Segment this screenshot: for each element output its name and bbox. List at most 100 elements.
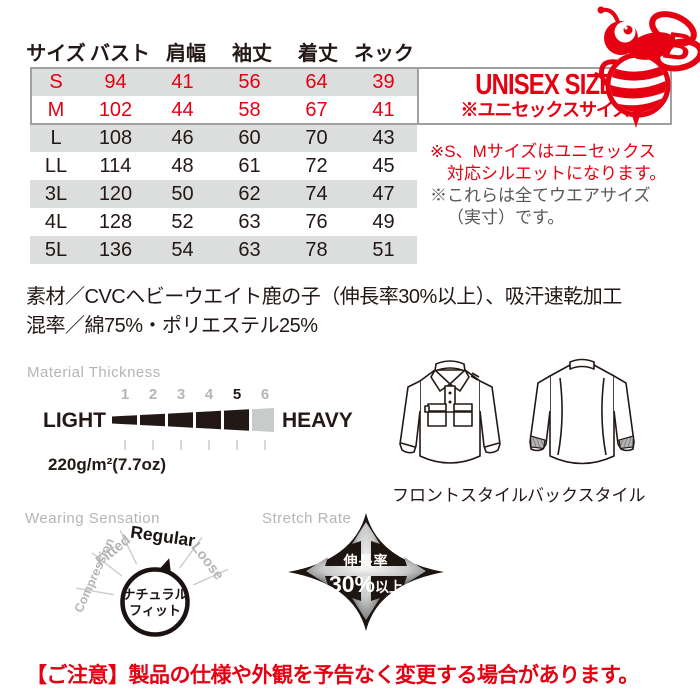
cell: S bbox=[49, 71, 63, 93]
stretch-arrows bbox=[306, 522, 426, 620]
gauge-level-3: 3 bbox=[177, 386, 185, 403]
cell: L bbox=[50, 127, 62, 149]
cell: 64 bbox=[305, 71, 328, 93]
cell: 67 bbox=[305, 99, 328, 121]
back-style-illustration bbox=[529, 358, 635, 465]
cell: 61 bbox=[238, 155, 261, 177]
stretch-rate-badge: 伸長率 30%以上 bbox=[288, 513, 444, 631]
cell: 108 bbox=[98, 127, 133, 149]
col-header-sleeve: 袖丈 bbox=[232, 43, 272, 65]
cell: 102 bbox=[98, 99, 133, 121]
front-style-label: フロントスタイル bbox=[392, 486, 528, 505]
cell: 52 bbox=[171, 211, 194, 233]
front-style-illustration bbox=[399, 360, 501, 464]
material-line1: 素材／CVCヘビーウエイト鹿の子（伸長率30%以上）、吸汗速乾加工 bbox=[26, 286, 622, 308]
gauge-level-4: 4 bbox=[205, 386, 214, 403]
note-unisex-line2: 対応シルエットになります。 bbox=[447, 164, 667, 183]
cell: 50 bbox=[171, 183, 194, 205]
col-header-bust: バスト bbox=[90, 43, 150, 65]
stretch-unit: 以上 bbox=[375, 579, 403, 595]
col-header-length: 着丈 bbox=[298, 43, 338, 65]
material-line2: 混率／綿75%・ポリエステル25% bbox=[26, 315, 318, 337]
cell: 78 bbox=[305, 239, 328, 261]
cell: 60 bbox=[238, 127, 261, 149]
gauge-ticks bbox=[124, 440, 266, 450]
cell: 51 bbox=[372, 239, 395, 261]
cell: 43 bbox=[372, 127, 395, 149]
cell: M bbox=[47, 99, 65, 121]
note-wearsize-line1: ※これらは全てウエアサイズ bbox=[430, 186, 651, 205]
table-row-s: S 94 41 56 64 39 bbox=[30, 68, 417, 96]
cell: 114 bbox=[99, 155, 132, 177]
fabric-weight-value: 220g/m²(7.7oz) bbox=[48, 455, 166, 474]
back-style-label: バックスタイル bbox=[527, 486, 646, 505]
note-wearsize-line2: （実寸）です。 bbox=[447, 208, 565, 227]
cell: 39 bbox=[372, 71, 395, 93]
dial-label-fitted: Fitted bbox=[93, 532, 134, 569]
cell: 76 bbox=[305, 211, 328, 233]
cell: 48 bbox=[171, 155, 194, 177]
wearing-sensation-title: Wearing Sensation bbox=[25, 510, 160, 527]
dial-center-line1: ナチュラル bbox=[122, 587, 187, 602]
material-description: 素材／CVCヘビーウエイト鹿の子（伸長率30%以上）、吸汗速乾加工 混率／綿75… bbox=[26, 283, 686, 341]
stretch-label: 伸長率 bbox=[343, 553, 389, 569]
bee-mascot-icon: B bbox=[594, 6, 700, 128]
material-thickness-title: Material Thickness bbox=[27, 364, 161, 381]
stretch-value-line: 30%以上 bbox=[329, 571, 403, 597]
cell: 46 bbox=[171, 127, 194, 149]
wearing-sensation-dial: Compression Fitted Regular Loose ナチュラル フ… bbox=[72, 522, 229, 637]
dial-label-loose: Loose bbox=[188, 540, 227, 584]
unisex-size-subtitle: ※ユニセックスサイズ bbox=[460, 100, 631, 120]
cell: 63 bbox=[238, 211, 261, 233]
table-row-m: M 102 44 58 67 41 bbox=[30, 96, 417, 124]
stretch-rate-title: Stretch Rate bbox=[262, 510, 352, 527]
gauge-level-5-current: 5 bbox=[233, 386, 241, 403]
table-row-4l: 4L 128 52 63 76 49 bbox=[30, 208, 417, 236]
stretch-value: 30% bbox=[329, 571, 375, 597]
dial-center-line2: フィット bbox=[129, 603, 181, 618]
col-header-shoulder: 肩幅 bbox=[166, 43, 206, 65]
cell: 41 bbox=[372, 99, 395, 121]
cell: 128 bbox=[98, 211, 133, 233]
cell: LL bbox=[44, 155, 68, 177]
gauge-heavy-label: HEAVY bbox=[282, 409, 353, 432]
cell: 62 bbox=[238, 183, 261, 205]
gauge-wedge bbox=[112, 408, 274, 432]
note-unisex-line1: ※S、Mサイズはユニセックス bbox=[430, 142, 656, 161]
gauge-level-1: 1 bbox=[121, 386, 129, 403]
caution-notice: 【ご注意】製品の仕様や外観を予告なく変更する場合があります。 bbox=[26, 664, 639, 687]
table-row-5l: 5L 136 54 63 78 51 bbox=[30, 236, 417, 264]
cell: 49 bbox=[372, 211, 395, 233]
cell: 72 bbox=[305, 155, 328, 177]
cell: 45 bbox=[372, 155, 395, 177]
size-notes: ※S、Mサイズはユニセックス 対応シルエットになります。 ※これらは全てウエアサ… bbox=[430, 141, 692, 229]
cell: 54 bbox=[171, 239, 194, 261]
sm-box-divider bbox=[417, 67, 419, 125]
cell: 58 bbox=[238, 99, 261, 121]
col-header-neck: ネック bbox=[354, 43, 414, 65]
cell: 94 bbox=[104, 71, 127, 93]
cell: 136 bbox=[98, 239, 133, 261]
gauge-level-2: 2 bbox=[149, 386, 157, 403]
cell: 56 bbox=[238, 71, 261, 93]
table-row-ll: LL 114 48 61 72 45 bbox=[30, 152, 417, 180]
table-row-3l: 3L 120 50 62 74 47 bbox=[30, 180, 417, 208]
back-cuff-shading bbox=[529, 435, 635, 450]
cell: 74 bbox=[305, 183, 328, 205]
cell: 4L bbox=[44, 211, 68, 233]
dial-segment-lines bbox=[76, 529, 229, 596]
table-row-l: L 108 46 60 70 43 bbox=[30, 124, 417, 152]
cell: 3L bbox=[44, 183, 68, 205]
cell: 47 bbox=[372, 183, 395, 205]
size-table: S 94 41 56 64 39 M 102 44 58 67 41 L 108… bbox=[30, 68, 417, 264]
unisex-size-title: UNISEX SIZE bbox=[475, 69, 616, 101]
gauge-level-6: 6 bbox=[261, 386, 269, 403]
material-thickness-gauge: 1 2 3 4 5 6 LIGHT HEAVY 220g/m²(7.7oz) bbox=[43, 386, 353, 474]
cell: 70 bbox=[305, 127, 328, 149]
dial-label-regular-selected: Regular bbox=[129, 522, 196, 551]
cell: 44 bbox=[171, 99, 194, 121]
cell: 5L bbox=[44, 239, 68, 261]
size-table-header: サイズ バスト 肩幅 袖丈 着丈 ネック bbox=[25, 42, 417, 66]
gauge-light-label: LIGHT bbox=[43, 409, 106, 432]
